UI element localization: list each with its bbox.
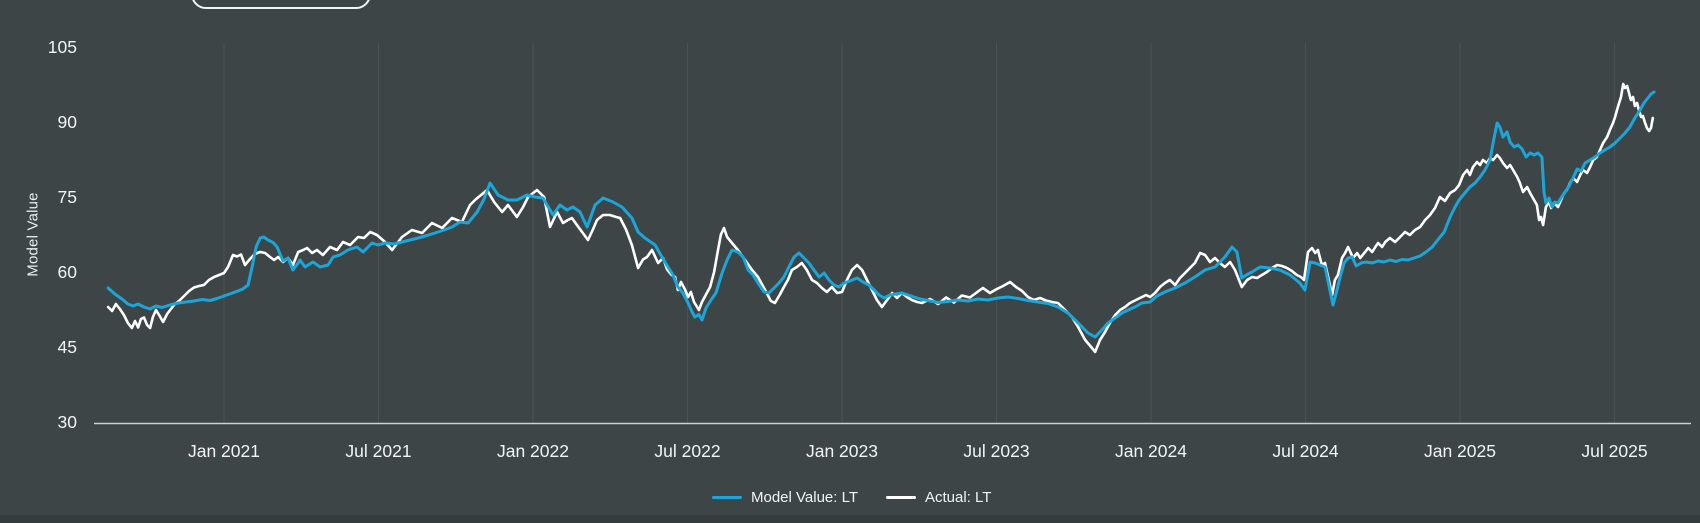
bottom-bar xyxy=(0,515,1700,523)
x-tick-label: Jan 2024 xyxy=(1115,441,1187,461)
x-tick-label: Jul 2022 xyxy=(654,441,720,461)
y-tick-label: 30 xyxy=(58,412,78,432)
legend-item-model-value[interactable]: Model Value: LT xyxy=(712,489,858,506)
model-value-line-icon xyxy=(712,495,742,499)
x-tick-label: Jan 2022 xyxy=(497,441,569,461)
legend-label: Actual: LT xyxy=(925,488,992,506)
chart-legend: Model Value: LT Actual: LT xyxy=(712,487,991,507)
series-line-actual-lt xyxy=(106,82,1655,354)
y-tick-label: 60 xyxy=(58,262,78,282)
legend-item-actual[interactable]: Actual: LT xyxy=(886,489,991,506)
x-tick-label: Jul 2023 xyxy=(963,441,1029,461)
actual-line-icon xyxy=(886,495,916,499)
y-tick-label: 75 xyxy=(58,187,77,207)
x-tick-label: Jan 2021 xyxy=(188,441,260,461)
x-tick-label: Jan 2023 xyxy=(806,441,878,461)
y-tick-label: 105 xyxy=(48,37,77,57)
series-line-model-value-lt xyxy=(106,90,1656,339)
y-tick-label: 45 xyxy=(58,337,77,357)
x-tick-label: Jul 2024 xyxy=(1272,441,1338,461)
x-tick-label: Jan 2025 xyxy=(1424,441,1496,461)
x-tick-label: Jul 2021 xyxy=(345,441,411,461)
y-tick-label: 90 xyxy=(58,112,78,132)
legend-label: Model Value: LT xyxy=(751,488,858,506)
x-tick-label: Jul 2025 xyxy=(1581,441,1647,461)
